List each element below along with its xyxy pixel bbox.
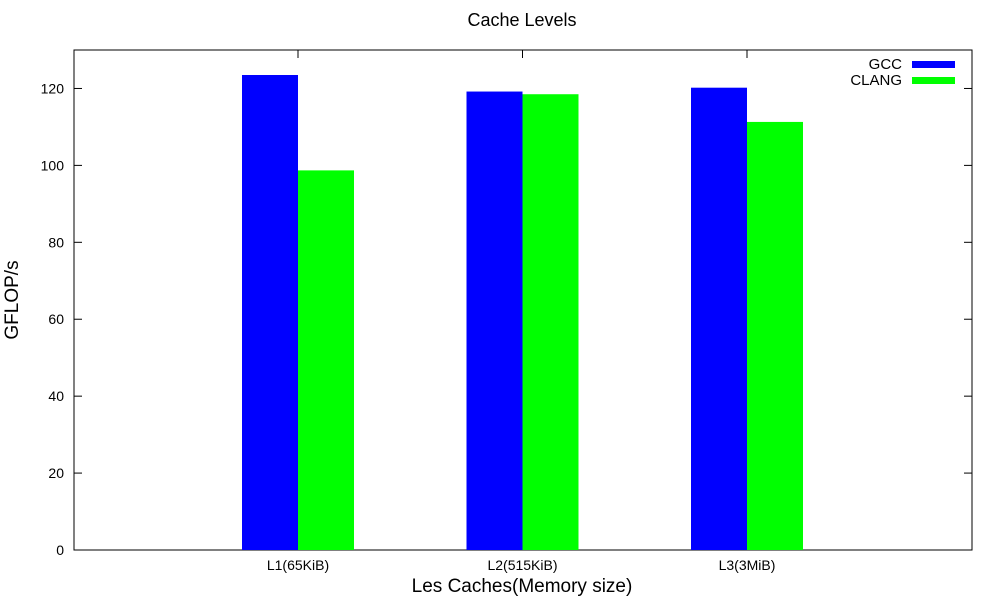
y-tick-label: 0	[56, 542, 64, 558]
x-axis-title: Les Caches(Memory size)	[412, 576, 633, 597]
x-tick-label: L3(3MiB)	[719, 557, 776, 573]
y-tick-label: 20	[48, 465, 64, 481]
bar-clang-1	[298, 170, 354, 550]
x-tick-label: L1(65KiB)	[267, 557, 329, 573]
legend-label-clang: CLANG	[850, 72, 902, 89]
plot-area: 0 20 40 60 80 100 120 L1(65KiB) L2(515KiB) L3(3Mi…	[41, 49, 973, 573]
y-tick-label: 40	[48, 388, 64, 404]
bar-clang-3	[747, 121, 803, 550]
legend-label-gcc: GCC	[869, 56, 903, 73]
y-tick-label: 100	[41, 157, 65, 173]
y-tick-label: 120	[41, 80, 65, 96]
bar-gcc-1	[242, 75, 298, 550]
bar-clang-2	[522, 94, 579, 550]
y-tick-label: 60	[48, 311, 64, 327]
y-tick-label: 80	[48, 234, 64, 250]
bar-gcc-3	[691, 87, 747, 550]
legend-swatch-gcc	[912, 61, 955, 68]
legend-swatch-clang	[912, 77, 955, 84]
chart-title: Cache Levels	[467, 10, 576, 30]
x-tick-label: L2(515KiB)	[487, 557, 557, 573]
y-axis-title: GFLOP/s	[2, 260, 23, 339]
bar-gcc-2	[466, 91, 523, 551]
